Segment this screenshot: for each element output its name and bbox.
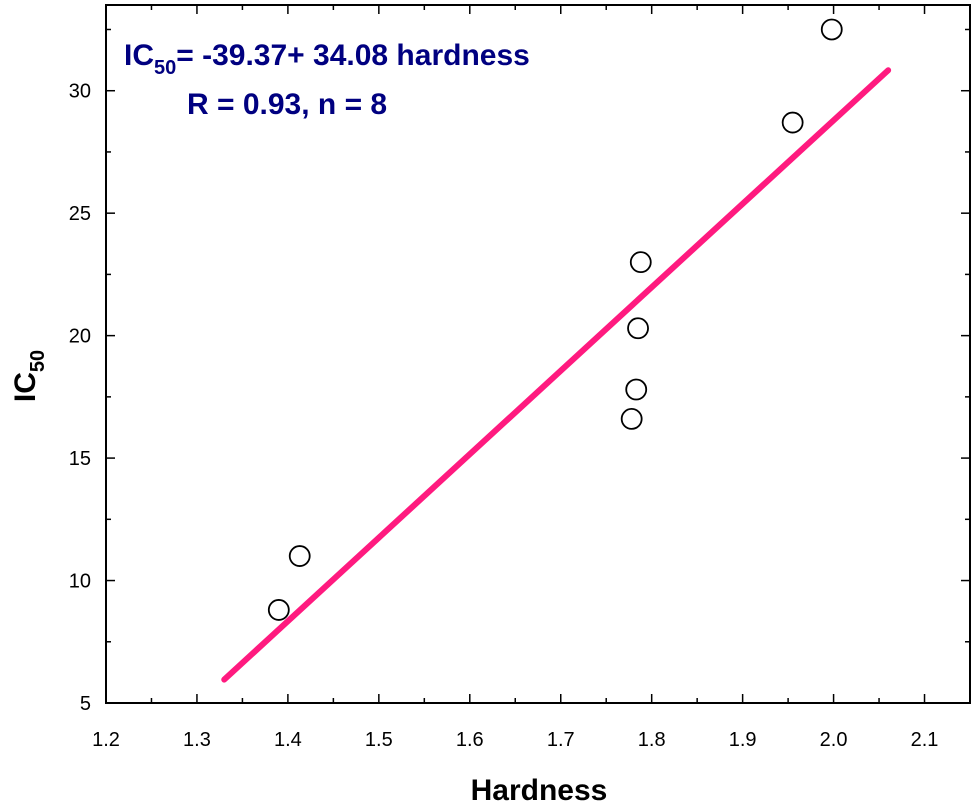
data-point [627,317,649,340]
data-point [288,545,311,567]
x-tick-label: 1.8 [638,729,666,751]
annotation-equation: = -39.37+ 34.08 hardness [176,39,530,72]
data-point [625,378,648,401]
annotation-line2: R = 0.93, n = 8 [187,88,387,121]
x-tick-label: 1.3 [183,729,211,751]
x-tick-label: 1.9 [729,729,757,751]
annotation-line1: IC50= -39.37+ 34.08 hardness [124,39,530,79]
y-tick-label: 10 [69,571,91,593]
x-tick-label: 1.5 [365,729,393,751]
fit-line [221,67,892,683]
x-tick-label: 1.7 [547,729,575,751]
x-tick-label: 1.6 [456,729,484,751]
data-point [820,18,843,41]
x-tick-label: 1.2 [92,729,120,751]
data-point [781,111,804,134]
x-axis-title: Hardness [471,774,608,807]
y-tick-label: 20 [69,326,91,348]
x-tick-label: 2.1 [911,729,939,751]
y-axis-title-subscript: 50 [27,350,49,372]
y-axis-title: IC50 [9,350,49,402]
x-tick-label: 2.0 [820,729,848,751]
y-tick-label: 5 [80,693,91,715]
data-point [267,599,290,621]
y-tick-label: 15 [69,448,91,470]
y-tick-label: 30 [69,81,91,103]
x-tick-label: 1.4 [274,729,302,751]
plot-frame [105,4,971,704]
data-point [620,408,643,430]
data-point [629,251,652,274]
y-axis-title-main: IC [9,372,42,402]
annotation-ic-subscript: 50 [154,57,176,79]
annotation-ic: IC [124,39,154,72]
y-tick-label: 25 [69,203,91,225]
